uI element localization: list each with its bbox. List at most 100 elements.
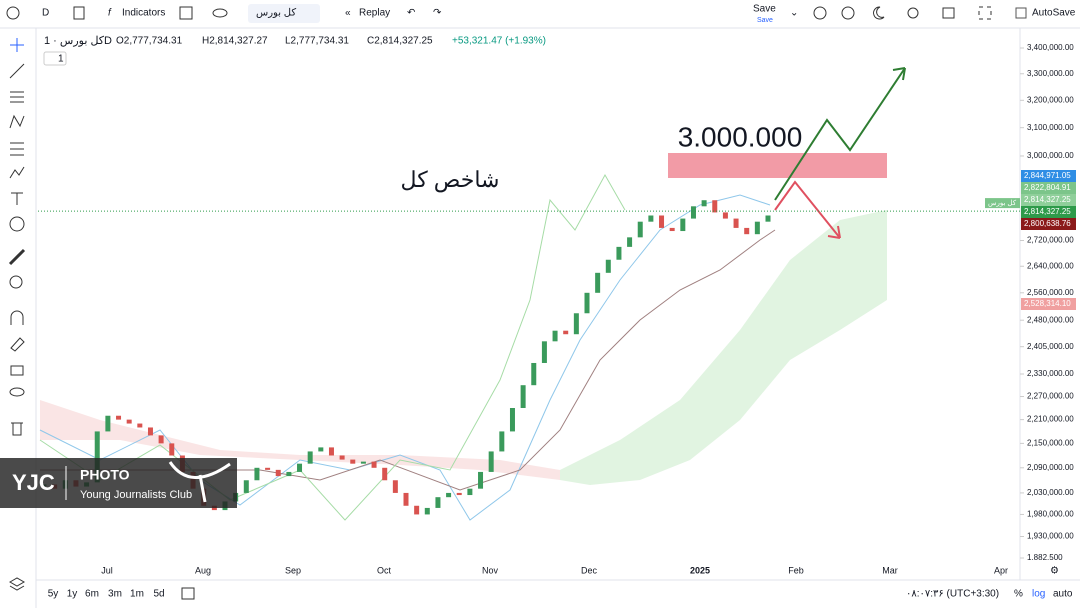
text-tool[interactable] [11,192,23,205]
save[interactable]: Save [753,4,776,15]
eye-icon[interactable] [212,8,228,18]
price-tag-label: 2,822,804.91 [1024,183,1071,192]
y-tick-label: 3,200,000.00 [1027,95,1074,104]
range-button[interactable]: 6m [85,589,99,600]
y-tick-label: 1,980,000.00 [1027,510,1074,519]
snapshot-icon[interactable] [942,7,955,19]
y-tick-label: 1,930,000.00 [1027,532,1074,541]
hide-tool[interactable] [9,387,25,397]
range-button[interactable]: 5y [48,589,59,600]
brush-tool[interactable] [9,166,25,179]
layers-tool[interactable] [8,577,26,591]
forecast-tool[interactable] [10,142,24,156]
zoom-tool[interactable] [9,275,23,289]
ruler-tool[interactable] [8,248,26,266]
redo[interactable]: ↷ [433,8,442,19]
x-tick-label: Feb [788,565,804,575]
candle [531,362,537,386]
candle [350,459,356,464]
candle [573,313,579,335]
price-tag [1021,218,1076,230]
candle [297,463,303,472]
percent-toggle[interactable]: % [1014,589,1023,600]
lock-tool[interactable] [10,365,24,376]
y-tick-label: 2,405,000.00 [1027,342,1074,351]
candle [275,469,281,477]
save-menu[interactable]: ⌄ [790,8,798,19]
symbol[interactable]: کل بورس [256,8,296,19]
emoji-tool[interactable] [9,216,25,232]
price-tag [1021,182,1076,194]
magnet-tool[interactable] [10,310,24,325]
candle [659,215,665,228]
y-tick-label: 2,640,000.00 [1027,261,1074,270]
price-tag-label: 2,528,314.10 [1024,299,1071,308]
auto-toggle[interactable]: auto [1053,589,1073,600]
price-tag [1021,206,1076,218]
candle [712,200,718,213]
y-tick-label: 3,000,000.00 [1027,151,1074,160]
trend-tool[interactable] [9,63,25,79]
candle [509,407,515,432]
share-icon[interactable] [907,7,919,19]
watermark-org: Young Journalists Club [80,489,192,501]
chart-type-icon[interactable] [73,6,85,20]
candle [126,419,132,424]
candle [467,488,473,496]
price-line-label: کل بورس [988,199,1017,207]
candle [595,272,601,293]
candle [584,292,590,314]
range-button[interactable]: 3m [108,589,122,600]
candle [722,212,728,219]
candle [733,218,739,228]
add-icon[interactable] [6,6,20,20]
range-button[interactable]: 5d [153,589,164,600]
price-tag-label: 2,844,971.05 [1024,171,1071,180]
theme-icon[interactable] [873,6,885,20]
fullscreen-icon[interactable] [978,6,992,20]
candle [690,206,696,219]
y-tick-label: 2,560,000.00 [1027,288,1074,297]
fib-tool[interactable] [10,91,24,103]
settings-icon[interactable] [841,6,855,20]
cloud-bear [40,400,560,480]
price-tag [1021,194,1076,206]
save-sub: Save [757,17,773,24]
log-toggle[interactable]: log [1032,589,1045,600]
axis-settings[interactable]: ⚙ [1050,566,1059,577]
candle [307,451,313,464]
interval[interactable]: D [42,8,49,19]
candle [158,435,164,444]
replay[interactable]: Replay [359,8,390,19]
candle [744,227,750,235]
watermark-brand: YJC [12,470,55,495]
candle [754,221,760,235]
candle [94,431,100,483]
undo[interactable]: ↶ [407,8,415,19]
candle [382,467,388,481]
pattern-tool[interactable] [9,114,25,129]
range-button[interactable]: 1y [67,589,78,600]
price-tag-label: 2,800,638.76 [1024,219,1071,228]
y-tick-label: 3,100,000.00 [1027,123,1074,132]
y-tick-label: 3,300,000.00 [1027,69,1074,78]
autosave-checkbox[interactable] [1015,7,1027,19]
trash-tool[interactable] [11,422,23,436]
drawing-tools [8,38,26,591]
autosave[interactable]: AutoSave [1032,8,1076,19]
y-tick-label: 2,090,000.00 [1027,463,1074,472]
price-line-tag [985,198,1020,209]
crosshair-tool[interactable] [10,38,24,52]
goto-date[interactable] [181,587,195,600]
candle [147,427,153,436]
templates-icon[interactable] [179,6,193,20]
indicators[interactable]: Indicators [122,8,165,19]
indicator-toggle[interactable] [43,51,67,66]
symbol-box[interactable] [248,4,320,23]
range-button[interactable]: 1m [130,589,144,600]
candle [254,467,260,481]
cloud-bull [560,210,887,485]
search-icon[interactable] [813,6,827,20]
x-tick-label: Dec [581,565,598,575]
lock-draw-tool[interactable] [10,337,25,352]
